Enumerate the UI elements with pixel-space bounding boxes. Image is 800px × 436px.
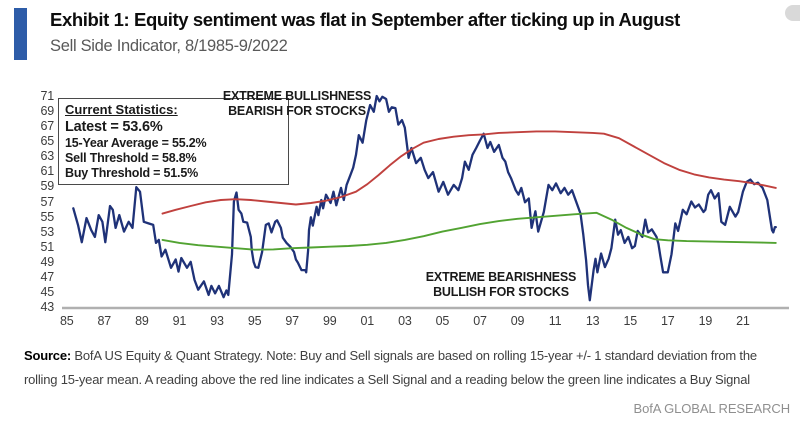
x-axis-tick-label: 01 [360, 314, 375, 328]
title-accent-bar [14, 8, 27, 60]
extreme-bearishness-annotation: EXTREME BEARISHNESS BULLISH FOR STOCKS [418, 270, 584, 299]
y-axis-tick-label: 43 [40, 300, 54, 314]
y-axis-tick-label: 69 [40, 104, 54, 119]
x-axis-tick-label: 13 [585, 314, 600, 328]
source-text: BofA US Equity & Quant Strategy. Note: B… [24, 348, 757, 387]
x-axis-tick-label: 99 [322, 314, 337, 328]
source-note: Source: BofA US Equity & Quant Strategy.… [24, 344, 772, 391]
stats-average: 15-Year Average = 55.2% [65, 136, 207, 150]
x-axis-tick-label: 17 [661, 314, 675, 328]
annotation-line: BEARISH FOR STOCKS [228, 103, 366, 118]
y-axis-tick-label: 67 [40, 119, 54, 134]
annotation-line: EXTREME BEARISHNESS [425, 270, 577, 284]
stats-title: Current Statistics: [65, 102, 178, 117]
x-axis-tick-label: 05 [435, 314, 450, 328]
source-label: Source: [24, 348, 72, 363]
stats-latest: Latest = 53.6% [65, 119, 163, 135]
extreme-bullishness-annotation: EXTREME BULLISHNESS BEARISH FOR STOCKS [214, 89, 380, 118]
x-axis-tick-label: 21 [736, 314, 750, 328]
y-axis-tick-label: 63 [40, 149, 54, 164]
x-axis-tick-label: 03 [398, 314, 412, 328]
annotation-line: BULLISH FOR STOCKS [433, 284, 569, 299]
y-axis-tick-label: 65 [40, 134, 54, 149]
x-axis-tick-label: 85 [59, 314, 74, 328]
x-axis-tick-label: 19 [698, 314, 713, 328]
y-axis-tick-label: 61 [40, 164, 54, 179]
x-axis-tick-label: 95 [247, 314, 262, 328]
y-axis-tick-label: 49 [40, 254, 54, 269]
sell-threshold-line [161, 130, 777, 215]
x-axis-tick-label: 91 [172, 314, 187, 328]
x-axis-tick-label: 09 [510, 314, 525, 328]
stats-sell-threshold: Sell Threshold = 58.8% [65, 150, 197, 165]
indicator-line [72, 94, 777, 302]
y-axis-tick-label: 55 [40, 209, 54, 224]
y-axis-tick-label: 53 [40, 224, 54, 239]
page-corner-artifact [785, 5, 800, 21]
brand-label: BofA GLOBAL RESEARCH [633, 401, 791, 416]
stats-buy-threshold: Buy Threshold = 51.5% [65, 165, 198, 180]
x-axis-tick-label: 11 [548, 314, 562, 328]
x-axis-tick-label: 89 [135, 314, 149, 328]
page-subtitle: Sell Side Indicator, 8/1985-9/2022 [50, 37, 288, 55]
x-axis-tick-label: 87 [97, 314, 112, 328]
y-axis-tick-label: 45 [40, 284, 54, 299]
current-statistics-box: Current Statistics: Latest = 53.6% 15-Ye… [58, 98, 289, 186]
page-title: Exhibit 1: Equity sentiment was flat in … [50, 9, 680, 30]
y-axis-tick-label: 47 [40, 269, 54, 284]
x-axis-tick-label: 93 [210, 314, 224, 328]
x-axis-tick-label: 97 [285, 314, 299, 328]
y-axis-tick-label: 59 [40, 179, 54, 194]
y-axis-tick-label: 51 [40, 239, 54, 254]
y-axis-tick-label: 57 [40, 194, 54, 209]
annotation-line: EXTREME BULLISHNESS [222, 89, 372, 103]
buy-threshold-line [161, 211, 777, 251]
y-axis-tick-label: 71 [40, 89, 54, 103]
x-axis-tick-label: 07 [473, 314, 487, 328]
x-axis-tick-label: 15 [623, 314, 637, 328]
